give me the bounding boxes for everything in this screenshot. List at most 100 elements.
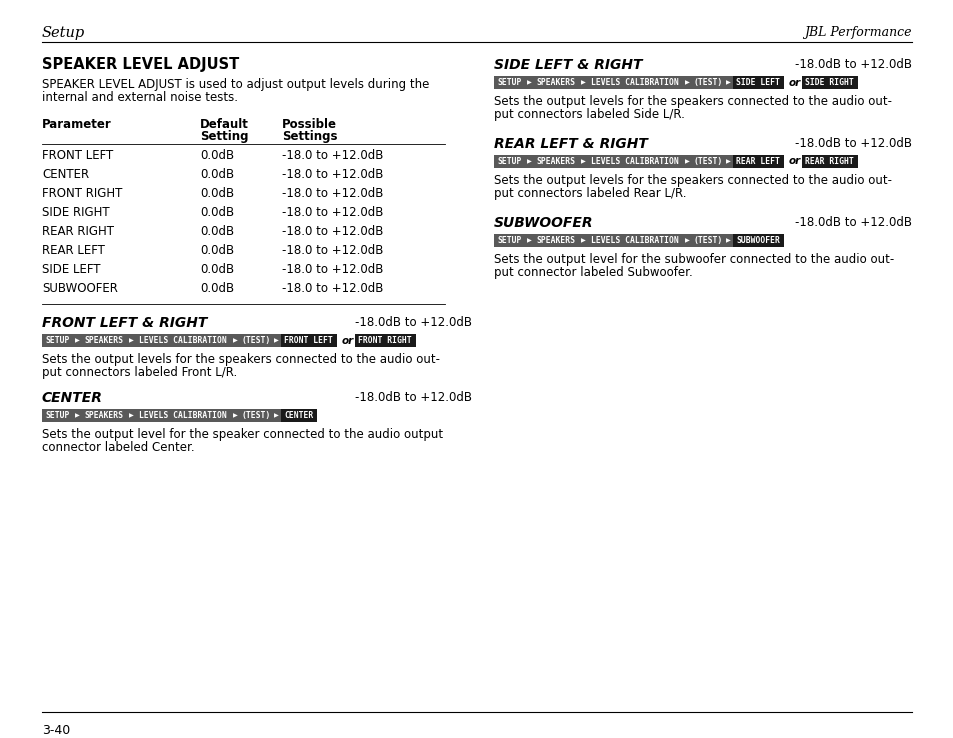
- Text: ▶: ▶: [233, 338, 237, 343]
- Text: internal and external noise tests.: internal and external noise tests.: [42, 91, 237, 104]
- Text: ▶: ▶: [274, 413, 278, 418]
- Text: SPEAKERS: SPEAKERS: [85, 411, 123, 420]
- Text: SPEAKERS: SPEAKERS: [536, 236, 575, 245]
- FancyBboxPatch shape: [42, 409, 73, 422]
- Text: SPEAKERS: SPEAKERS: [536, 78, 575, 87]
- Text: ▶: ▶: [684, 238, 689, 243]
- FancyBboxPatch shape: [494, 155, 524, 168]
- Text: Possible: Possible: [282, 118, 336, 131]
- Text: 0.0dB: 0.0dB: [200, 282, 233, 295]
- FancyBboxPatch shape: [81, 334, 127, 347]
- FancyBboxPatch shape: [494, 76, 524, 89]
- Text: Setting: Setting: [200, 130, 248, 143]
- Text: 0.0dB: 0.0dB: [200, 263, 233, 276]
- FancyBboxPatch shape: [135, 334, 231, 347]
- Text: -18.0dB to +12.0dB: -18.0dB to +12.0dB: [794, 216, 911, 229]
- Text: -18.0 to +12.0dB: -18.0 to +12.0dB: [282, 206, 383, 219]
- Text: (TEST): (TEST): [241, 336, 270, 345]
- FancyBboxPatch shape: [231, 334, 239, 347]
- Text: or: or: [788, 77, 800, 88]
- Text: Parameter: Parameter: [42, 118, 112, 131]
- Text: Sets the output levels for the speakers connected to the audio out-: Sets the output levels for the speakers …: [494, 95, 891, 108]
- Text: SPEAKERS: SPEAKERS: [85, 336, 123, 345]
- FancyBboxPatch shape: [127, 334, 135, 347]
- FancyBboxPatch shape: [724, 76, 732, 89]
- Text: -18.0 to +12.0dB: -18.0 to +12.0dB: [282, 149, 383, 162]
- Text: SETUP: SETUP: [45, 336, 70, 345]
- Text: -18.0 to +12.0dB: -18.0 to +12.0dB: [282, 168, 383, 181]
- Text: 0.0dB: 0.0dB: [200, 225, 233, 238]
- Text: 0.0dB: 0.0dB: [200, 149, 233, 162]
- Text: REAR RIGHT: REAR RIGHT: [42, 225, 113, 238]
- Text: ▶: ▶: [526, 80, 531, 85]
- Text: put connectors labeled Side L/R.: put connectors labeled Side L/R.: [494, 108, 684, 121]
- FancyBboxPatch shape: [42, 334, 73, 347]
- FancyBboxPatch shape: [524, 234, 533, 247]
- Text: connector labeled Center.: connector labeled Center.: [42, 441, 194, 454]
- Text: FRONT LEFT: FRONT LEFT: [42, 149, 113, 162]
- Text: SETUP: SETUP: [497, 236, 521, 245]
- FancyBboxPatch shape: [73, 334, 81, 347]
- Text: LEVELS CALIBRATION: LEVELS CALIBRATION: [591, 157, 679, 166]
- Text: CENTER: CENTER: [42, 168, 89, 181]
- FancyBboxPatch shape: [231, 409, 239, 422]
- Text: SETUP: SETUP: [497, 157, 521, 166]
- Text: SIDE LEFT & RIGHT: SIDE LEFT & RIGHT: [494, 58, 641, 72]
- FancyBboxPatch shape: [239, 334, 273, 347]
- Text: -18.0dB to +12.0dB: -18.0dB to +12.0dB: [794, 137, 911, 150]
- Text: Setup: Setup: [42, 26, 85, 40]
- FancyBboxPatch shape: [801, 76, 857, 89]
- Text: 0.0dB: 0.0dB: [200, 244, 233, 257]
- FancyBboxPatch shape: [690, 76, 724, 89]
- Text: ▶: ▶: [580, 238, 585, 243]
- Text: put connector labeled Subwoofer.: put connector labeled Subwoofer.: [494, 266, 692, 279]
- Text: FRONT RIGHT: FRONT RIGHT: [42, 187, 122, 200]
- Text: Sets the output level for the subwoofer connected to the audio out-: Sets the output level for the subwoofer …: [494, 253, 893, 266]
- FancyBboxPatch shape: [355, 334, 416, 347]
- Text: SIDE RIGHT: SIDE RIGHT: [804, 78, 853, 87]
- FancyBboxPatch shape: [73, 409, 81, 422]
- Text: ▶: ▶: [725, 80, 730, 85]
- Text: Sets the output level for the speaker connected to the audio output: Sets the output level for the speaker co…: [42, 428, 442, 441]
- Text: SIDE LEFT: SIDE LEFT: [736, 78, 780, 87]
- FancyBboxPatch shape: [524, 76, 533, 89]
- FancyBboxPatch shape: [578, 76, 586, 89]
- Text: ▶: ▶: [74, 338, 79, 343]
- Text: -18.0 to +12.0dB: -18.0 to +12.0dB: [282, 187, 383, 200]
- FancyBboxPatch shape: [682, 234, 690, 247]
- Text: -18.0 to +12.0dB: -18.0 to +12.0dB: [282, 225, 383, 238]
- Text: or: or: [788, 156, 800, 167]
- Text: ▶: ▶: [74, 413, 79, 418]
- Text: -18.0dB to +12.0dB: -18.0dB to +12.0dB: [355, 316, 472, 329]
- Text: SETUP: SETUP: [497, 78, 521, 87]
- Text: REAR LEFT: REAR LEFT: [42, 244, 105, 257]
- Text: FRONT LEFT: FRONT LEFT: [284, 336, 333, 345]
- Text: (TEST): (TEST): [693, 78, 721, 87]
- Text: REAR RIGHT: REAR RIGHT: [804, 157, 853, 166]
- Text: ▶: ▶: [580, 159, 585, 164]
- FancyBboxPatch shape: [801, 155, 857, 168]
- Text: ▶: ▶: [129, 338, 133, 343]
- FancyBboxPatch shape: [533, 76, 578, 89]
- Text: SUBWOOFER: SUBWOOFER: [494, 216, 593, 230]
- FancyBboxPatch shape: [578, 234, 586, 247]
- Text: ▶: ▶: [684, 159, 689, 164]
- Text: put connectors labeled Front L/R.: put connectors labeled Front L/R.: [42, 366, 237, 379]
- Text: ▶: ▶: [233, 413, 237, 418]
- FancyBboxPatch shape: [239, 409, 273, 422]
- FancyBboxPatch shape: [682, 155, 690, 168]
- FancyBboxPatch shape: [690, 155, 724, 168]
- FancyBboxPatch shape: [732, 155, 782, 168]
- Text: SUBWOOFER: SUBWOOFER: [42, 282, 118, 295]
- Text: LEVELS CALIBRATION: LEVELS CALIBRATION: [591, 78, 679, 87]
- Text: ▶: ▶: [725, 238, 730, 243]
- Text: 0.0dB: 0.0dB: [200, 168, 233, 181]
- FancyBboxPatch shape: [690, 234, 724, 247]
- Text: or: or: [341, 336, 354, 345]
- FancyBboxPatch shape: [280, 409, 316, 422]
- Text: ▶: ▶: [684, 80, 689, 85]
- Text: FRONT LEFT & RIGHT: FRONT LEFT & RIGHT: [42, 316, 207, 330]
- Text: 0.0dB: 0.0dB: [200, 187, 233, 200]
- FancyBboxPatch shape: [732, 234, 782, 247]
- Text: ▶: ▶: [526, 159, 531, 164]
